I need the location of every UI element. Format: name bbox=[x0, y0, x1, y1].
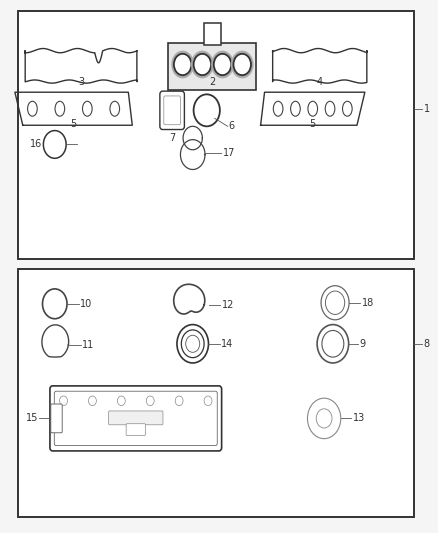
Text: 10: 10 bbox=[80, 299, 92, 309]
Bar bbox=[18, 11, 414, 259]
FancyBboxPatch shape bbox=[51, 404, 62, 433]
Text: 15: 15 bbox=[26, 414, 38, 423]
Text: 14: 14 bbox=[221, 339, 233, 349]
Ellipse shape bbox=[273, 101, 283, 116]
Ellipse shape bbox=[110, 101, 120, 116]
Ellipse shape bbox=[308, 101, 318, 116]
FancyBboxPatch shape bbox=[126, 424, 145, 435]
Circle shape bbox=[174, 54, 191, 75]
Text: 17: 17 bbox=[223, 148, 235, 158]
Circle shape bbox=[171, 51, 194, 78]
Text: 5: 5 bbox=[310, 119, 316, 130]
Text: 5: 5 bbox=[71, 119, 77, 130]
Circle shape bbox=[233, 54, 251, 75]
Circle shape bbox=[312, 403, 336, 433]
Circle shape bbox=[214, 54, 231, 75]
FancyBboxPatch shape bbox=[160, 91, 184, 130]
Circle shape bbox=[47, 294, 63, 313]
Circle shape bbox=[194, 54, 211, 75]
Text: 1: 1 bbox=[424, 104, 430, 114]
Text: 13: 13 bbox=[353, 414, 365, 423]
Ellipse shape bbox=[28, 101, 37, 116]
Circle shape bbox=[322, 330, 344, 357]
Circle shape bbox=[325, 291, 345, 314]
Text: 2: 2 bbox=[209, 77, 215, 87]
FancyBboxPatch shape bbox=[204, 23, 221, 45]
Ellipse shape bbox=[343, 101, 352, 116]
Text: 7: 7 bbox=[169, 133, 175, 143]
Ellipse shape bbox=[55, 101, 65, 116]
Text: 16: 16 bbox=[30, 140, 42, 149]
FancyBboxPatch shape bbox=[164, 96, 180, 125]
Ellipse shape bbox=[325, 101, 335, 116]
Text: 8: 8 bbox=[424, 339, 430, 349]
Text: 3: 3 bbox=[78, 77, 84, 87]
FancyBboxPatch shape bbox=[109, 411, 163, 425]
Circle shape bbox=[186, 335, 200, 352]
FancyBboxPatch shape bbox=[168, 43, 256, 90]
Text: 6: 6 bbox=[229, 122, 235, 131]
Text: 11: 11 bbox=[82, 340, 94, 350]
Text: 12: 12 bbox=[222, 300, 234, 310]
Circle shape bbox=[231, 51, 254, 78]
Circle shape bbox=[191, 51, 214, 78]
Bar bbox=[18, 269, 414, 517]
Ellipse shape bbox=[291, 101, 300, 116]
Text: 18: 18 bbox=[362, 298, 374, 308]
Text: 4: 4 bbox=[317, 77, 323, 87]
FancyBboxPatch shape bbox=[50, 386, 222, 451]
Circle shape bbox=[197, 99, 216, 122]
FancyBboxPatch shape bbox=[54, 391, 217, 446]
Text: 9: 9 bbox=[360, 339, 366, 349]
Circle shape bbox=[47, 135, 63, 154]
Ellipse shape bbox=[82, 101, 92, 116]
Circle shape bbox=[211, 51, 234, 78]
